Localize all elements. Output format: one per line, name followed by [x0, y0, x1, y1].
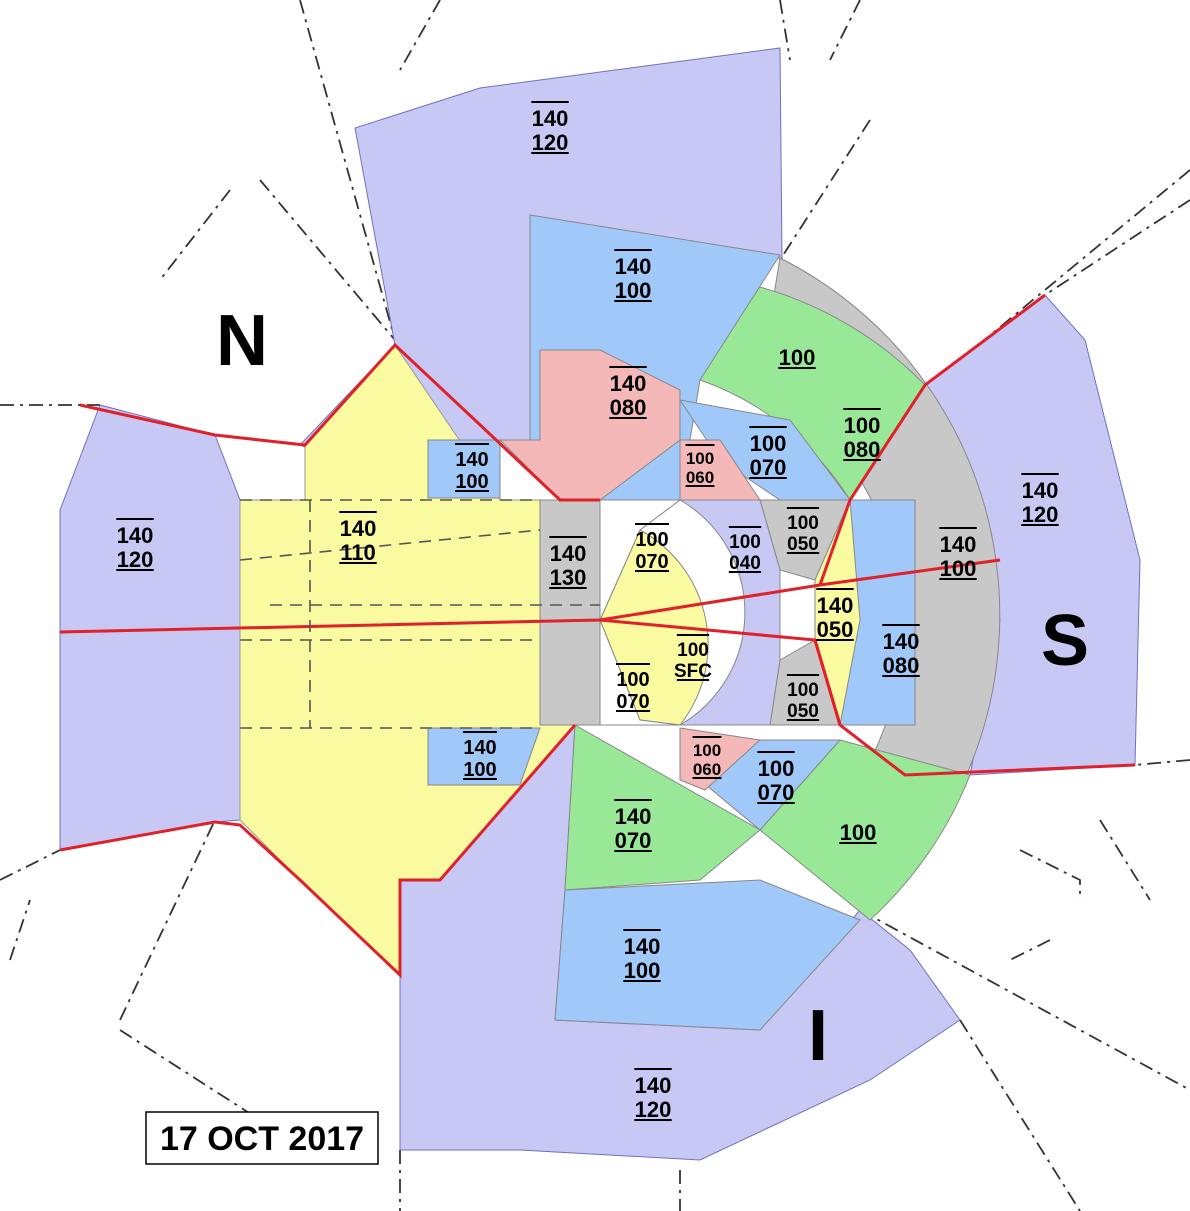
altitude-top: 140 [463, 737, 496, 759]
altitude-bottom: 100 [463, 759, 496, 781]
sector-letter: S [1041, 601, 1089, 681]
altitude-top: 100 [616, 669, 649, 691]
altitude-bottom: 070 [758, 780, 795, 805]
altitude-top: 140 [940, 532, 977, 557]
altitude-top: 100 [844, 413, 881, 438]
altitude-bottom: 060 [693, 760, 721, 779]
sector-letter: I [808, 996, 828, 1076]
yellow-disc [599, 529, 709, 726]
altitude-top: 100 [750, 431, 787, 456]
altitude-top: 140 [610, 371, 647, 396]
altitude-top: 140 [624, 934, 661, 959]
altitude-top: 100 [693, 741, 721, 760]
altitude-bottom: 100 [615, 278, 652, 303]
ring-green-bottom [759, 739, 971, 921]
altitude-bottom: 120 [635, 1097, 672, 1122]
altitude-top: 140 [550, 541, 587, 566]
altitude-bottom: 050 [787, 534, 819, 555]
altitude-bottom: 080 [883, 653, 920, 678]
altitude-bottom: 110 [340, 540, 376, 565]
ring-blue-bottom [554, 879, 861, 1031]
altitude-top: 140 [635, 1073, 672, 1098]
altitude-top: 140 [340, 516, 377, 541]
altitude-bottom: 100 [940, 556, 977, 581]
altitude-top: 100 [729, 532, 761, 553]
white-core [599, 499, 682, 726]
altitude-top: 100 [787, 680, 819, 701]
altitude-bottom: 130 [550, 565, 587, 590]
altitude-bottom: 060 [686, 468, 714, 487]
altitude-bottom: 070 [615, 828, 652, 853]
altitude-bottom: 120 [117, 547, 154, 572]
date-box: 17 OCT 2017 [145, 1111, 379, 1165]
altitude-top: 100 [635, 529, 668, 551]
pink-mid-bottom [679, 727, 762, 791]
altitude-top: 100 [686, 449, 714, 468]
altitude-label: 100 [840, 820, 877, 845]
altitude-bottom: 070 [750, 455, 787, 480]
altitude-top: 100 [787, 513, 819, 534]
box-blue-w1 [427, 439, 501, 499]
altitude-top: 140 [455, 449, 488, 471]
altitude-top: 140 [1022, 478, 1059, 503]
altitude-bottom: 080 [610, 395, 647, 420]
altitude-top: 140 [883, 629, 920, 654]
altitude-bottom: 050 [787, 701, 819, 722]
boundary-lines [59, 293, 1136, 979]
altitude-bottom: SFC [674, 661, 712, 682]
ring-green-south [564, 724, 761, 891]
altitude-top: 140 [817, 593, 854, 618]
altitude-top: 140 [532, 106, 569, 131]
altitude-top: 140 [615, 254, 652, 279]
altitude-top: 100 [677, 640, 709, 661]
altitude-bottom: 120 [532, 130, 569, 155]
altitude-bottom: 100 [455, 471, 488, 493]
altitude-bottom: 070 [635, 551, 668, 573]
altitude-top: 140 [615, 804, 652, 829]
altitude-label: 100 [779, 345, 816, 370]
date: 17 OCT 2017 [160, 1120, 364, 1158]
date-frame [145, 1111, 379, 1165]
altitude-bottom: 050 [817, 617, 854, 642]
altitude-bottom: 040 [729, 553, 761, 574]
airspace-shapes [59, 47, 1141, 1161]
altitude-bottom: 080 [844, 437, 881, 462]
altitude-top: 140 [117, 523, 154, 548]
altitude-top: 100 [758, 756, 795, 781]
labels: NSI1401201401001001400801000801401001000… [116, 101, 1089, 1122]
altitude-bottom: 120 [1022, 502, 1059, 527]
altitude-bottom: 100 [624, 958, 661, 983]
sector-letter: N [216, 301, 268, 381]
altitude-bottom: 070 [616, 691, 649, 713]
